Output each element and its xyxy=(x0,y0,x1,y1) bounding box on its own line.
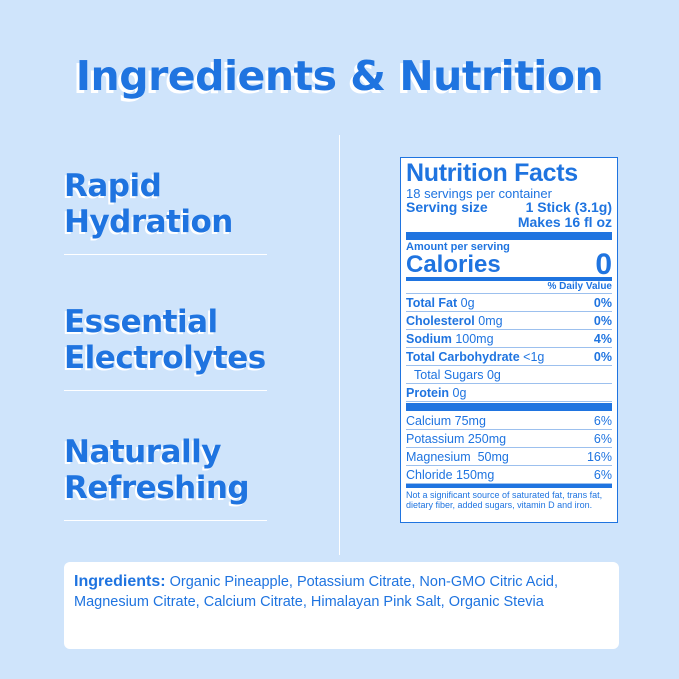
mineral-dv: 16% xyxy=(586,449,612,464)
ingredients-text: Organic Pineapple, Potassium Citrate, No… xyxy=(74,574,559,610)
nutrient-amount: 0mg xyxy=(478,313,503,328)
feature-label: Essential Electrolytes xyxy=(64,304,266,376)
vertical-divider xyxy=(339,135,340,555)
nutrient-name: Protein xyxy=(406,385,450,400)
divider xyxy=(64,254,267,255)
nutrient-dv: 0% xyxy=(593,349,612,364)
mineral-name: Magnesium xyxy=(406,449,471,464)
nutrition-heading: Nutrition Facts xyxy=(406,159,578,187)
nutrient-amount: 0g xyxy=(460,295,475,310)
mineral-name: Potassium xyxy=(406,431,465,446)
mineral-row: Potassium 250mg 6% xyxy=(406,430,612,448)
calories-value: 0 xyxy=(595,248,612,281)
mineral-row: Calcium 75mg 6% xyxy=(406,412,612,430)
feature-naturally-refreshing: Naturally Refreshing xyxy=(64,434,268,506)
ingredients-label: Ingredients: xyxy=(74,573,166,590)
nutrient-amount: 100mg xyxy=(455,331,494,346)
nutrient-name: Total Sugars xyxy=(414,367,484,382)
mineral-row: Chloride 150mg 6% xyxy=(406,466,612,484)
thick-bar xyxy=(406,232,612,240)
medium-bar xyxy=(406,277,612,281)
makes: Makes 16 fl oz xyxy=(517,214,612,230)
medium-bar xyxy=(406,484,612,488)
nutrient-name: Sodium xyxy=(406,331,452,346)
nutrient-row: Total Sugars 0g xyxy=(406,366,612,384)
divider xyxy=(64,390,267,391)
nutrient-row: Cholesterol 0mg 0% xyxy=(406,312,612,330)
serving-size-label: Serving size xyxy=(406,199,488,215)
divider xyxy=(64,520,267,521)
mineral-amount: 50mg xyxy=(474,449,509,464)
mineral-row: Magnesium 50mg 16% xyxy=(406,448,612,466)
nutrition-facts-label: Nutrition Facts 18 servings per containe… xyxy=(400,157,618,523)
nutrient-row: Total Fat 0g 0% xyxy=(406,294,612,312)
mineral-amount: 250mg xyxy=(467,431,507,446)
nutrient-name: Total Fat xyxy=(406,295,458,310)
mineral-name: Chloride xyxy=(406,467,453,482)
nutrient-amount: 0g xyxy=(452,385,467,400)
nutrient-dv: 4% xyxy=(593,331,612,346)
nutrient-dv: 0% xyxy=(593,313,612,328)
mineral-dv: 6% xyxy=(593,431,612,446)
servings: 18 servings per container xyxy=(406,186,552,201)
footnote: Not a significant source of saturated fa… xyxy=(406,490,603,510)
daily-value-header: % Daily Value xyxy=(406,281,612,294)
nutrient-dv: 0% xyxy=(593,295,612,310)
nutrient-amount: 0g xyxy=(486,367,501,382)
nutrient-name: Total Carbohydrate xyxy=(406,349,520,364)
ingredients-box: Ingredients: Organic Pineapple, Potassiu… xyxy=(64,562,619,649)
mineral-dv: 6% xyxy=(593,413,612,428)
feature-label: Naturally Refreshing xyxy=(64,434,250,506)
mineral-name: Calcium xyxy=(406,413,452,428)
nutrient-row: Total Carbohydrate <1g 0% xyxy=(406,348,612,366)
mineral-dv: 6% xyxy=(593,467,612,482)
nutrient-row: Sodium 100mg 4% xyxy=(406,330,612,348)
thick-bar xyxy=(406,403,612,411)
mineral-amount: 150mg xyxy=(456,467,495,482)
feature-rapid-hydration: Rapid Hydration xyxy=(64,168,268,240)
nutrient-name: Cholesterol xyxy=(406,313,475,328)
nutrient-amount: <1g xyxy=(523,349,545,364)
amount-per-serving: Amount per serving xyxy=(406,241,510,253)
feature-label: Rapid Hydration xyxy=(64,168,233,240)
calories-label: Calories xyxy=(406,251,501,278)
nutrient-row: Protein 0g xyxy=(406,384,612,402)
mineral-amount: 75mg xyxy=(454,413,486,428)
feature-essential-electrolytes: Essential Electrolytes xyxy=(64,304,268,376)
serving-size-value: 1 Stick (3.1g) xyxy=(525,199,612,215)
page-title: Ingredients & Nutrition xyxy=(75,52,604,100)
